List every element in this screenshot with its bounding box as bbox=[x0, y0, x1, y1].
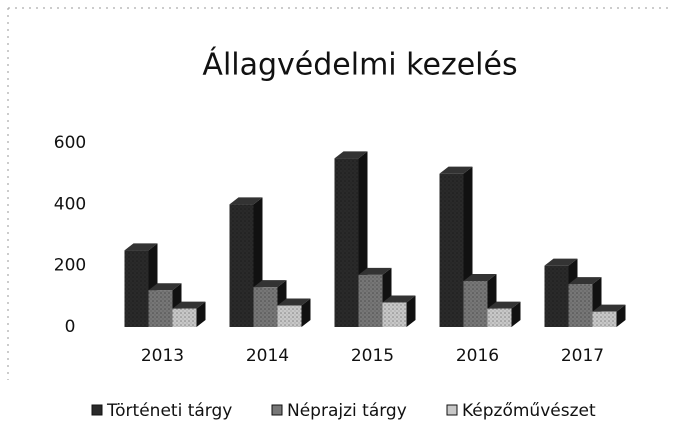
legend-swatch bbox=[91, 404, 103, 416]
bar-top bbox=[463, 274, 497, 281]
bar-top bbox=[592, 304, 626, 312]
bar-texture bbox=[253, 287, 278, 327]
bar-texture bbox=[382, 302, 407, 327]
bar-texture bbox=[358, 274, 383, 327]
bar-top bbox=[487, 301, 521, 309]
bar-side bbox=[406, 295, 416, 327]
y-tick-label: 400 bbox=[54, 194, 86, 214]
bar-texture bbox=[334, 158, 359, 327]
bar-top bbox=[358, 267, 392, 275]
bar-top bbox=[124, 243, 158, 251]
bar-texture bbox=[277, 305, 302, 327]
y-tick-label: 0 bbox=[65, 317, 76, 337]
bar-top bbox=[172, 301, 206, 309]
bar-side bbox=[511, 301, 521, 327]
bar-top bbox=[568, 277, 602, 285]
y-tick-label: 200 bbox=[54, 256, 86, 276]
bar-texture bbox=[124, 250, 149, 327]
bar-texture bbox=[148, 290, 173, 327]
bar-texture bbox=[463, 281, 488, 327]
x-tick-label: 2016 bbox=[456, 346, 499, 366]
bar-top bbox=[382, 295, 416, 303]
y-tick-label: 600 bbox=[54, 133, 86, 153]
bar-side bbox=[196, 301, 206, 327]
bar-side bbox=[616, 304, 626, 327]
bar-top bbox=[229, 197, 263, 205]
bar-texture bbox=[592, 311, 617, 327]
bar-top bbox=[253, 280, 287, 288]
x-tick-label: 2013 bbox=[141, 346, 184, 366]
chart-title: Állagvédelmi kezelés bbox=[202, 47, 517, 83]
legend-swatch bbox=[446, 404, 458, 416]
bar-texture bbox=[544, 265, 569, 327]
x-tick-label: 2014 bbox=[246, 346, 289, 366]
bar-top bbox=[277, 298, 311, 306]
x-tick-label: 2015 bbox=[351, 346, 394, 366]
bar-top bbox=[544, 258, 578, 266]
legend-label: Képzőművészet bbox=[462, 401, 596, 421]
x-tick-label: 2017 bbox=[561, 346, 604, 366]
bar-top bbox=[148, 283, 182, 291]
bar-side bbox=[301, 298, 311, 327]
legend-label: Történeti tárgy bbox=[106, 401, 232, 421]
legend-swatch bbox=[271, 404, 283, 416]
bar-texture bbox=[172, 308, 197, 327]
bar-texture bbox=[487, 308, 512, 327]
bar-top bbox=[439, 166, 473, 174]
bar-texture bbox=[568, 284, 593, 327]
bar-top bbox=[334, 151, 368, 159]
bar-texture bbox=[439, 173, 464, 327]
legend-label: Néprajzi tárgy bbox=[287, 401, 407, 421]
bar-texture bbox=[229, 204, 254, 327]
